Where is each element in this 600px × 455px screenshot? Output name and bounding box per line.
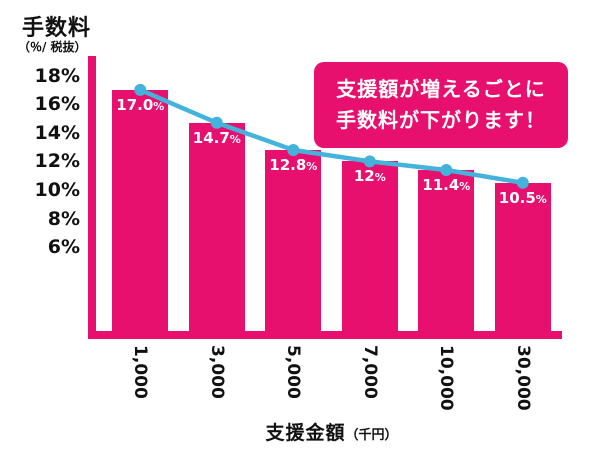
x-axis-tick: 5,000	[283, 345, 304, 399]
x-axis-tick: 10,000	[436, 345, 457, 411]
y-axis-tick: 10%	[34, 179, 80, 201]
bar-value-label: 17.0%	[116, 95, 165, 114]
y-axis-tick: 16%	[34, 93, 80, 116]
y-axis-line	[88, 56, 96, 339]
x-axis-title-unit: （千円）	[345, 428, 398, 443]
y-axis-tick: 14%	[34, 121, 80, 144]
bar: 10.5%	[494, 182, 551, 333]
chart-title: 手数料	[22, 16, 92, 41]
bar: 14.7%	[188, 122, 245, 333]
bar-value-label: 12.8%	[269, 156, 318, 174]
bar: 12%	[341, 161, 398, 333]
bar: 12.8%	[265, 150, 322, 333]
y-axis-tick: 12%	[34, 150, 80, 173]
annotation-line1: 支援額が増えるごとに	[336, 77, 546, 101]
x-axis-title-main: 支援金額	[265, 422, 346, 444]
bar-value-label: 11.4%	[422, 176, 471, 194]
bar-value-label: 10.5%	[498, 188, 547, 207]
bar-value-label: 12%	[353, 167, 386, 186]
x-axis-tick: 7,000	[359, 345, 380, 399]
x-axis-tick: 3,000	[206, 345, 227, 399]
y-axis-tick: 18%	[34, 64, 80, 87]
annotation-line2: 手数料が下がります！	[336, 108, 546, 132]
annotation-callout: 支援額が増えるごとに 手数料が下がります！	[314, 62, 568, 148]
chart-subtitle: （％/ 税抜）	[18, 40, 87, 54]
x-axis-title: 支援金額（千円）	[102, 418, 561, 445]
x-axis-tick: 1,000	[130, 345, 151, 399]
x-axis-tick: 30,000	[512, 345, 533, 411]
y-axis-tick: 8%	[47, 207, 80, 230]
y-axis-tick: 6%	[47, 236, 80, 259]
bar: 17.0%	[112, 89, 169, 333]
bar: 11.4%	[418, 170, 475, 333]
bar-value-label: 14.7%	[192, 128, 241, 147]
x-axis-line	[88, 331, 562, 339]
